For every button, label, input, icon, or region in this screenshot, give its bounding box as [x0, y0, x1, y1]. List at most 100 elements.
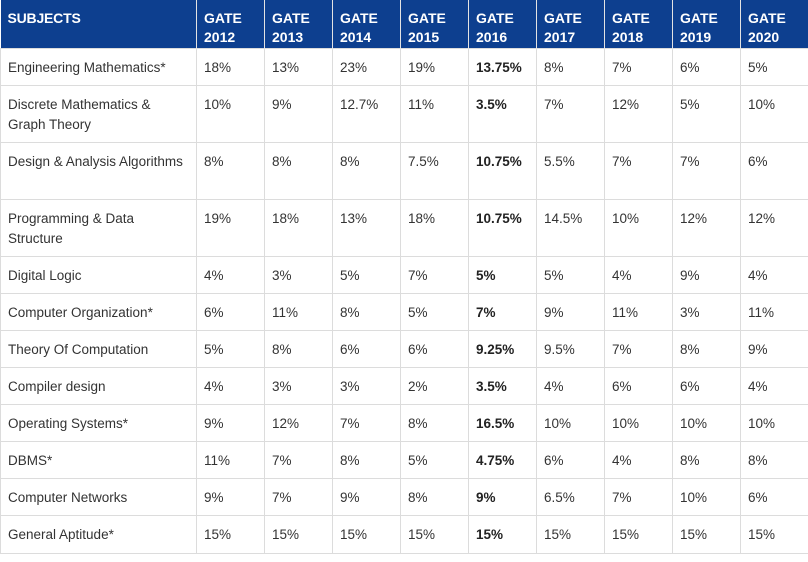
year-column-header: GATE 2015: [400, 0, 469, 48]
percentage-cell: 7%: [604, 141, 673, 200]
header-row: SUBJECTS GATE 2012 GATE 2013 GATE 2014 GATE 201…: [0, 0, 808, 48]
year-header-exam-label: GATE: [408, 10, 446, 26]
percentage-cell: 9%: [536, 292, 605, 331]
table-row: Programming & Data Structure 19% 18% 13% 18%…: [0, 198, 808, 257]
percentage-cell: 5.5%: [536, 141, 605, 200]
percentage-cell: 12%: [264, 403, 333, 442]
percentage-cell: 5%: [196, 329, 265, 368]
year-header-exam-label: GATE: [544, 10, 582, 26]
percentage-cell: 9%: [264, 84, 333, 143]
percentage-cell: 9%: [196, 477, 265, 516]
percentage-cell: 15%: [604, 514, 673, 554]
percentage-cell: 7%: [264, 440, 333, 479]
year-column-header: GATE 2016: [468, 0, 537, 48]
percentage-cell: 19%: [196, 198, 265, 257]
percentage-cell: 3%: [264, 366, 333, 405]
percentage-cell: 8%: [740, 440, 808, 479]
table-body: Engineering Mathematics* 18% 13% 23% 19% 13.7…: [0, 47, 808, 554]
year-header-year-label: 2014: [340, 29, 372, 45]
percentage-cell: 7%: [536, 84, 605, 143]
percentage-cell: 5%: [400, 440, 469, 479]
year-header-year-label: 2015: [408, 29, 440, 45]
percentage-cell: 6%: [196, 292, 265, 331]
year-column-header: GATE 2012: [196, 0, 265, 48]
subject-cell: Operating Systems*: [0, 403, 197, 442]
percentage-cell: 15%: [536, 514, 605, 554]
percentage-cell: 4%: [604, 255, 673, 294]
percentage-cell: 9.25%: [468, 329, 537, 368]
table-row: Theory Of Computation 5% 8% 6% 6% 9.25% 9.5% 7%…: [0, 329, 808, 368]
percentage-cell: 8%: [672, 329, 741, 368]
percentage-cell: 5%: [400, 292, 469, 331]
percentage-cell: 15%: [672, 514, 741, 554]
table-row: DBMS* 11% 7% 8% 5% 4.75% 6% 4% 8% 8%: [0, 440, 808, 479]
percentage-cell: 16.5%: [468, 403, 537, 442]
percentage-cell: 10%: [536, 403, 605, 442]
percentage-cell: 18%: [264, 198, 333, 257]
table-row: Compiler design 4% 3% 3% 2% 3.5% 4% 6% 6% 4%: [0, 366, 808, 405]
percentage-cell: 6%: [740, 141, 808, 200]
year-header-year-label: 2012: [204, 29, 236, 45]
percentage-cell: 15%: [332, 514, 401, 554]
percentage-cell: 7%: [400, 255, 469, 294]
percentage-cell: 2%: [400, 366, 469, 405]
percentage-cell: 3.5%: [468, 84, 537, 143]
percentage-cell: 4%: [604, 440, 673, 479]
percentage-cell: 9%: [468, 477, 537, 516]
table-row: Computer Organization* 6% 11% 8% 5% 7% 9% 11% 3%…: [0, 292, 808, 331]
percentage-cell: 5%: [740, 47, 808, 86]
percentage-cell: 18%: [400, 198, 469, 257]
percentage-cell: 4%: [196, 366, 265, 405]
percentage-cell: 10.75%: [468, 141, 537, 200]
percentage-cell: 13%: [332, 198, 401, 257]
year-header-exam-label: GATE: [680, 10, 718, 26]
percentage-cell: 7%: [332, 403, 401, 442]
percentage-cell: 7%: [604, 329, 673, 368]
year-header-year-label: 2019: [680, 29, 712, 45]
year-column-header: GATE 2019: [672, 0, 741, 48]
percentage-cell: 8%: [400, 477, 469, 516]
percentage-cell: 4%: [196, 255, 265, 294]
year-header-year-label: 2018: [612, 29, 644, 45]
percentage-cell: 18%: [196, 47, 265, 86]
percentage-cell: 8%: [264, 141, 333, 200]
subject-cell: Theory Of Computation: [0, 329, 197, 368]
percentage-cell: 10%: [672, 403, 741, 442]
percentage-cell: 8%: [536, 47, 605, 86]
percentage-cell: 3%: [672, 292, 741, 331]
percentage-cell: 8%: [332, 141, 401, 200]
table-header: SUBJECTS GATE 2012 GATE 2013 GATE 2014 GATE 201…: [0, 0, 808, 48]
percentage-cell: 6%: [604, 366, 673, 405]
percentage-cell: 5%: [536, 255, 605, 294]
percentage-cell: 10%: [196, 84, 265, 143]
percentage-cell: 7%: [604, 477, 673, 516]
percentage-cell: 10%: [604, 198, 673, 257]
year-column-header: GATE 2014: [332, 0, 401, 48]
year-column-header: GATE 2020: [740, 0, 808, 48]
percentage-cell: 8%: [400, 403, 469, 442]
table-row: Operating Systems* 9% 12% 7% 8% 16.5% 10% 10% 10…: [0, 403, 808, 442]
percentage-cell: 6%: [672, 47, 741, 86]
year-column-header: GATE 2017: [536, 0, 605, 48]
percentage-cell: 5%: [468, 255, 537, 294]
percentage-cell: 11%: [400, 84, 469, 143]
percentage-cell: 9%: [740, 329, 808, 368]
percentage-cell: 14.5%: [536, 198, 605, 257]
subject-cell: DBMS*: [0, 440, 197, 479]
percentage-cell: 13.75%: [468, 47, 537, 86]
subject-cell: Computer Networks: [0, 477, 197, 516]
percentage-cell: 10%: [740, 84, 808, 143]
percentage-cell: 9.5%: [536, 329, 605, 368]
percentage-cell: 4%: [740, 366, 808, 405]
percentage-cell: 7%: [264, 477, 333, 516]
percentage-cell: 7%: [604, 47, 673, 86]
subject-cell: General Aptitude*: [0, 514, 197, 554]
table-row: General Aptitude* 15% 15% 15% 15% 15% 15% 15% 15…: [0, 514, 808, 554]
percentage-cell: 9%: [672, 255, 741, 294]
percentage-cell: 15%: [264, 514, 333, 554]
year-header-exam-label: GATE: [272, 10, 310, 26]
percentage-cell: 12%: [740, 198, 808, 257]
percentage-cell: 15%: [196, 514, 265, 554]
percentage-cell: 8%: [332, 440, 401, 479]
